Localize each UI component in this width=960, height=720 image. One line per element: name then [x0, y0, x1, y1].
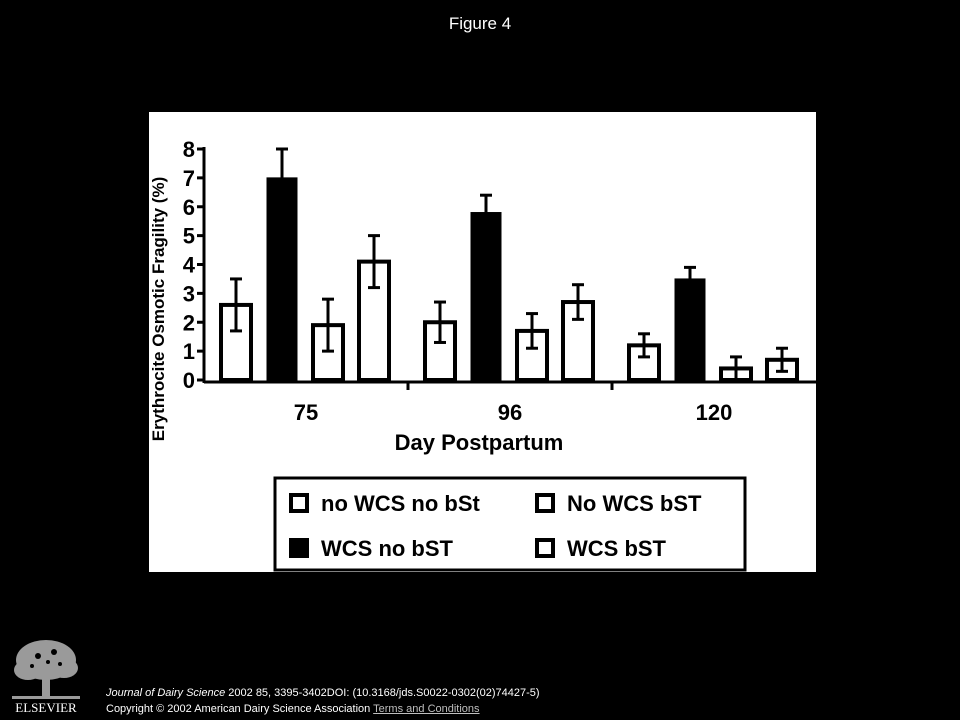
y-tick-label: 0 [183, 368, 195, 393]
y-axis-label: Erythrocite Osmotic Fragility (%) [149, 177, 168, 442]
bar [219, 302, 253, 382]
y-tick-label: 7 [183, 166, 195, 191]
y-tick-label: 6 [183, 195, 195, 220]
terms-link[interactable]: Terms and Conditions [373, 703, 480, 715]
error-bars [230, 147, 788, 382]
bars [219, 177, 799, 383]
legend-box [273, 476, 747, 572]
legend-swatch [535, 493, 555, 513]
legend-label: No WCS bST [567, 491, 702, 516]
legend-label: WCS bST [567, 536, 667, 561]
x-tick-labels: 75 96 120 [294, 400, 733, 425]
bar [470, 212, 502, 381]
legend-swatch [289, 538, 309, 558]
legend-label: no WCS no bSt [321, 491, 481, 516]
copyright-line: Copyright © 2002 American Dairy Science … [106, 701, 540, 717]
legend-label: WCS no bST [321, 536, 454, 561]
y-tick-labels: 0 1 2 3 4 5 6 7 8 [183, 137, 196, 393]
x-tick-label: 96 [498, 400, 522, 425]
journal-name: Journal of Dairy Science [106, 687, 226, 699]
citation-block: Journal of Dairy Science 2002 85, 3395-3… [106, 685, 540, 717]
citation-line: Journal of Dairy Science 2002 85, 3395-3… [106, 685, 540, 701]
x-tick-label: 120 [696, 400, 733, 425]
legend-swatch [289, 493, 309, 513]
x-axis-label: Day Postpartum [395, 430, 564, 455]
y-tick-label: 5 [183, 224, 195, 249]
y-tick-label: 3 [183, 281, 195, 306]
chart-axes [197, 147, 816, 390]
copyright-text: Copyright © 2002 American Dairy Science … [106, 703, 374, 715]
x-tick-label: 75 [294, 400, 318, 425]
figure-title: Figure 4 [448, 14, 512, 33]
chart-panel: 0 1 2 3 4 5 6 7 8 75 96 120 Erythrocite Osmotic Fr… [149, 112, 816, 572]
citation-text: 2002 85, 3395-3402DOI: (10.3168/jds.S002… [225, 687, 540, 699]
elsevier-logo: ELSEVIER [8, 636, 84, 716]
bar [515, 328, 549, 383]
elsevier-wordmark: ELSEVIER [15, 700, 77, 715]
bar-chart: 0 1 2 3 4 5 6 7 8 75 96 120 Erythrocite Osmotic Fr… [149, 137, 816, 572]
y-tick-label: 2 [183, 310, 195, 335]
legend-swatch [535, 538, 555, 558]
y-tick-label: 1 [183, 339, 195, 364]
bar [266, 177, 298, 381]
y-tick-label: 8 [183, 137, 195, 162]
y-tick-label: 4 [183, 253, 196, 278]
bar [674, 278, 706, 381]
legend: no WCS no bSt No WCS bST WCS no bST WCS bST [273, 476, 747, 572]
